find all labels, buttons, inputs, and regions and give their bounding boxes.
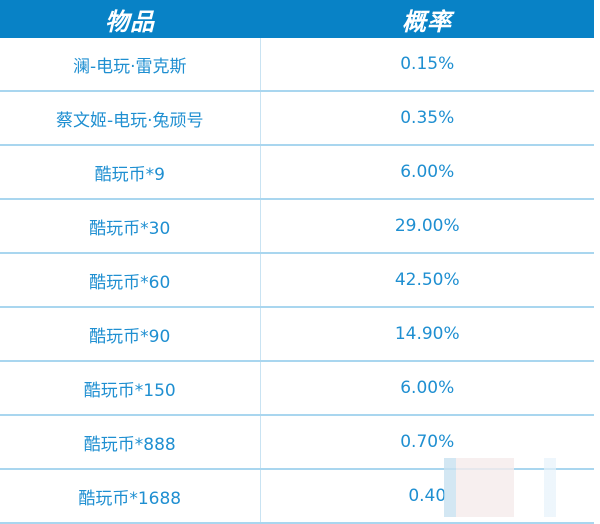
item-cell: 酷玩币*1688 bbox=[0, 469, 261, 524]
item-cell: 蔡文姬-电玩·兔顽号 bbox=[0, 91, 261, 146]
watermark-overlay bbox=[444, 458, 564, 517]
probability-cell: 29.00% bbox=[260, 199, 594, 254]
item-cell: 酷玩币*30 bbox=[0, 199, 261, 254]
item-cell: 酷玩币*150 bbox=[0, 361, 261, 416]
probability-cell: 6.00% bbox=[260, 361, 594, 416]
probability-cell: 0.35% bbox=[260, 91, 594, 146]
probability-cell: 0.15% bbox=[260, 38, 594, 92]
table-row: 酷玩币*30 29.00% bbox=[0, 199, 594, 254]
table-row: 酷玩币*90 14.90% bbox=[0, 307, 594, 362]
table-row: 酷玩币*9 6.00% bbox=[0, 145, 594, 200]
header-item: 物品 bbox=[0, 0, 260, 38]
item-cell: 酷玩币*9 bbox=[0, 145, 261, 200]
table-header: 物品 概率 bbox=[0, 0, 594, 38]
probability-cell: 42.50% bbox=[260, 253, 594, 308]
table-row: 酷玩币*60 42.50% bbox=[0, 253, 594, 308]
table-row: 酷玩币*150 6.00% bbox=[0, 361, 594, 416]
probability-cell: 6.00% bbox=[260, 145, 594, 200]
header-probability: 概率 bbox=[260, 0, 594, 38]
item-cell: 澜-电玩·雷克斯 bbox=[0, 38, 261, 92]
table-row: 澜-电玩·雷克斯 0.15% bbox=[0, 38, 594, 92]
probability-cell: 14.90% bbox=[260, 307, 594, 362]
table-row: 蔡文姬-电玩·兔顽号 0.35% bbox=[0, 91, 594, 146]
item-cell: 酷玩币*60 bbox=[0, 253, 261, 308]
item-cell: 酷玩币*90 bbox=[0, 307, 261, 362]
item-cell: 酷玩币*888 bbox=[0, 415, 261, 470]
